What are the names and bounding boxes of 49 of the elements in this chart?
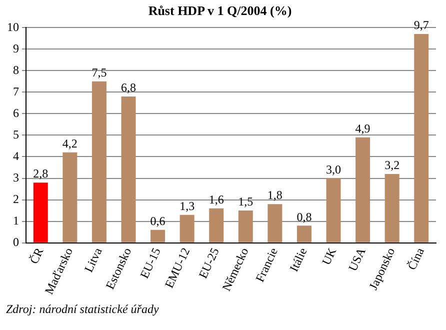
bar [209,208,224,242]
y-tick-label: 10 [7,20,19,34]
bar [33,182,48,242]
bar [92,81,106,242]
data-label: 4,2 [62,136,78,151]
x-tick-label: EU-15 [137,246,164,280]
bar [414,34,429,242]
y-tick-label: 4 [13,148,19,163]
x-tick-label: Čína [404,244,428,272]
text: Zdroj: národní statistické úřady [6,302,159,317]
x-tick-label: Itálie [286,246,310,274]
y-tick-label: 5 [13,127,19,142]
data-label: 0,6 [150,214,166,228]
data-label: 4,9 [355,122,370,136]
data-label: 1,3 [180,199,195,214]
x-tick-label: EU-25 [196,246,222,280]
bar [326,178,341,242]
data-label: 3,0 [326,162,341,176]
x-tick-label: Litva [81,244,106,274]
x-tick-label: USA [346,245,368,274]
bar [296,226,312,242]
bar [356,137,370,242]
y-tick-label: 2 [13,192,19,206]
x-tick-label: UK [319,245,340,268]
y-tick-label: 6 [13,106,19,120]
data-label: 1,6 [208,192,224,207]
bar [121,96,136,242]
y-tick-label: 0 [13,234,19,249]
y-tick-label: 8 [13,62,19,77]
chart-title: Růst HDP v 1 Q/2004 (%) [148,3,292,18]
bar [150,230,166,242]
y-tick-label: 3 [13,170,19,184]
data-label: 3,2 [384,158,400,172]
data-label: 7,5 [92,66,107,80]
y-tick-label: 7 [13,84,19,98]
data-label: 1,8 [267,188,282,202]
data-label: 6,8 [121,80,136,95]
bar [238,210,253,242]
data-label: 2,8 [33,166,48,181]
bar [62,152,78,242]
bar [268,204,282,242]
y-tick-label: 9 [13,41,19,56]
y-tick-label: 1 [13,213,19,228]
data-label: 1,5 [238,194,254,209]
data-label: 9,7 [414,18,429,32]
data-label: 0,8 [296,210,312,224]
x-tick-label: ČR [26,246,46,266]
bar [384,174,400,242]
bar [180,214,194,242]
